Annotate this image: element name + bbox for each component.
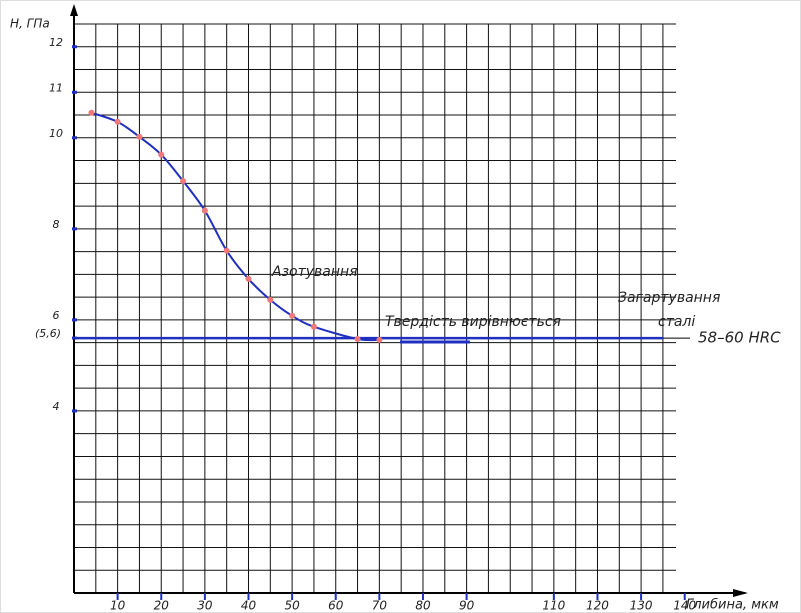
point bbox=[114, 118, 121, 125]
x-tick-label: 110 bbox=[542, 599, 565, 613]
y-tick-label: (5,6) bbox=[35, 327, 61, 340]
point bbox=[267, 296, 274, 303]
point bbox=[223, 247, 230, 254]
x-tick-label: 120 bbox=[586, 599, 609, 613]
x-tick-label: 20 bbox=[154, 599, 170, 613]
x-tick-label: 130 bbox=[630, 599, 653, 613]
y-tick-label: 4 bbox=[53, 400, 60, 413]
point bbox=[310, 323, 317, 330]
point bbox=[136, 133, 143, 140]
x-tick-label: 50 bbox=[284, 599, 300, 613]
reference-label: 58–60 HRC bbox=[698, 329, 781, 347]
x-tick-label: 80 bbox=[415, 599, 431, 613]
y-axis-label: H, ГПа bbox=[10, 17, 50, 31]
annotation: Загартування bbox=[618, 290, 720, 306]
y-tick-label: 11 bbox=[49, 81, 63, 94]
y-tick-label: 10 bbox=[49, 127, 63, 140]
x-tick-label: 140 bbox=[673, 599, 696, 613]
grid bbox=[74, 23, 676, 593]
point bbox=[201, 207, 208, 214]
y-tick-label: 12 bbox=[49, 36, 63, 49]
point bbox=[180, 178, 187, 185]
annotation: Азотування bbox=[271, 264, 358, 280]
point bbox=[245, 275, 252, 282]
annotation: Твердість вирівнюється bbox=[385, 314, 561, 330]
point bbox=[354, 335, 361, 342]
point bbox=[289, 312, 296, 319]
point bbox=[158, 151, 165, 158]
x-tick-label: 40 bbox=[241, 599, 257, 613]
y-tick-label: 8 bbox=[53, 218, 60, 231]
y-arrow bbox=[70, 4, 78, 16]
x-axis-label: Глибина, мкм bbox=[686, 598, 779, 613]
x-arrow bbox=[733, 589, 748, 597]
x-tick-label: 70 bbox=[372, 599, 388, 613]
x-tick-label: 60 bbox=[328, 599, 344, 613]
x-tick-label: 30 bbox=[197, 599, 213, 613]
annotation: сталі bbox=[658, 314, 695, 330]
point bbox=[88, 109, 95, 116]
x-tick-label: 10 bbox=[110, 599, 126, 613]
x-tick-label: 90 bbox=[459, 599, 475, 613]
point bbox=[376, 336, 383, 343]
y-tick-label: 6 bbox=[53, 309, 60, 322]
